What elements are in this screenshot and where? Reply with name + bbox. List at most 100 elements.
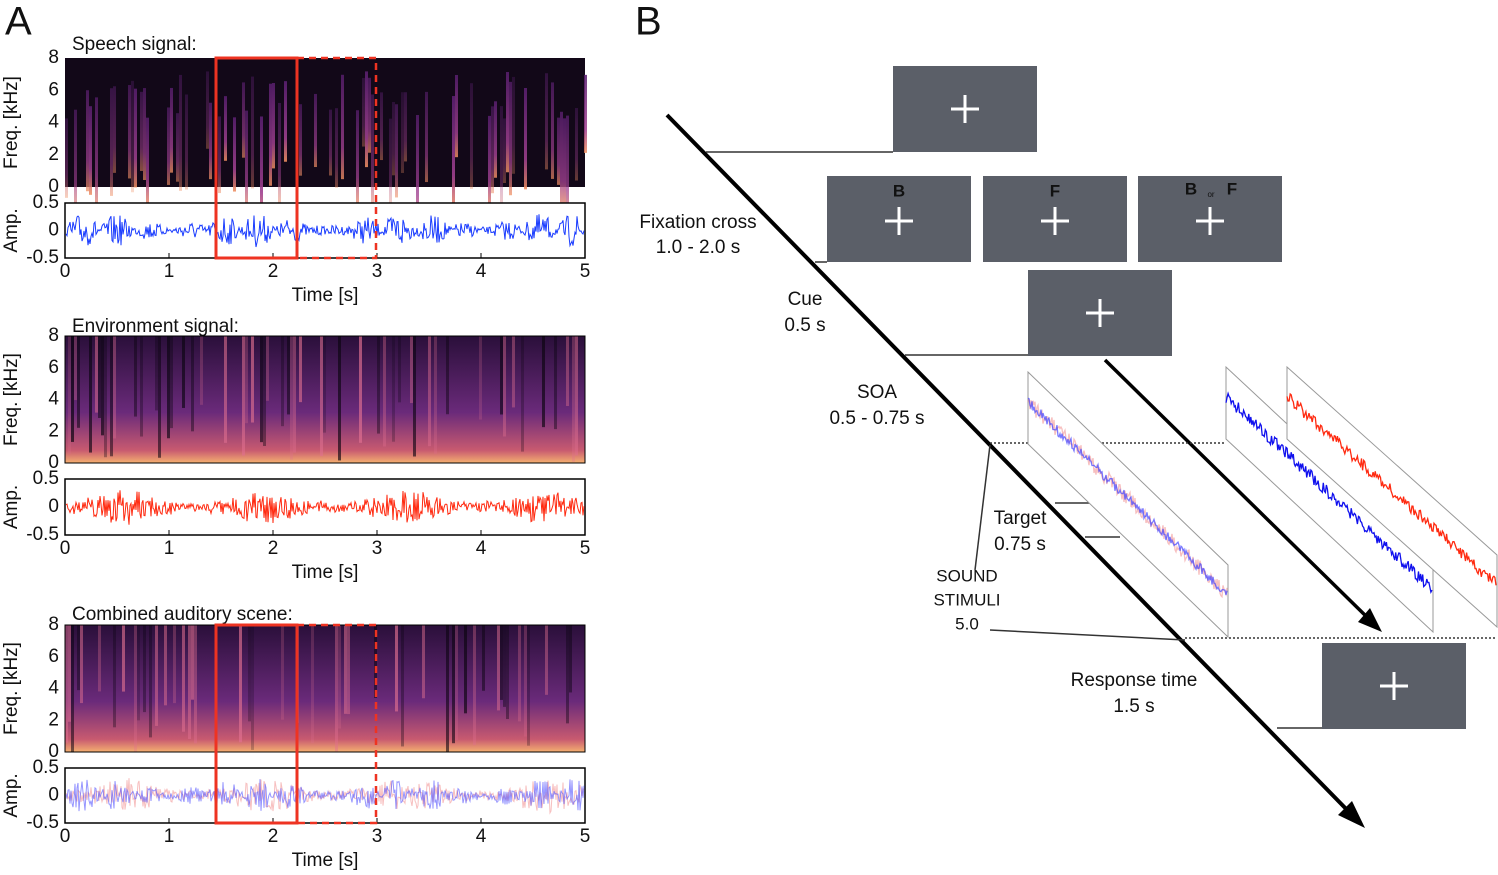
spectrogram-band [146,117,149,206]
spectrogram-band [575,336,578,456]
y-tick-label: 8 [48,325,59,346]
spectrogram-band [503,625,506,707]
y-tick-label: 4 [48,678,59,699]
spectrogram-band [446,336,449,415]
spectrogram-band [269,83,272,186]
waveform [65,490,585,525]
spectrogram-band [287,336,290,415]
spectrogram-band [89,336,92,453]
sound-stimuli: 5.0 [955,614,979,633]
spectrogram-band [185,94,188,190]
spectrogram-band [311,625,314,744]
spectrogram-band [182,336,185,408]
spectrogram-band [410,336,413,404]
spectrogram-band [143,88,146,180]
y-tick-label: 8 [48,47,59,68]
arrow [1103,358,1374,624]
spectrogram-band [260,336,263,443]
spectrogram-band [167,336,170,439]
stage-duration: 0.5 - 0.75 s [829,408,924,429]
spectrogram-band [113,625,116,728]
waveform [65,214,585,248]
connectors [706,151,1322,729]
spectrogram-band [491,106,494,194]
spectrogram-band [137,625,140,721]
x-tick-label: 2 [268,826,279,847]
spectrogram-band [113,86,116,173]
arrow-head [1358,608,1382,632]
y-tick-label: 2 [48,709,59,730]
x-tick-label: 5 [580,826,591,847]
spectrogram-band [143,625,146,713]
cue-letter: F [1227,179,1237,198]
stage-name: Target [994,508,1048,529]
spectrogram-band [110,336,113,457]
y-tick-label: 4 [48,389,59,410]
spectrogram-band [512,76,515,174]
spectrogram-band [323,336,326,433]
y-axis-label: Amp. [1,208,22,252]
x-axis-label: Time [s] [292,850,359,871]
highlight-box [214,56,299,260]
spectrogram-band [266,336,269,401]
cue-letter: or [1207,190,1214,199]
spectrogram-band [77,625,80,691]
spectrogram-band [68,336,71,454]
spectrogram-band [422,625,425,699]
spectrogram-band [173,625,176,704]
screen [1028,270,1172,356]
waveform [65,779,585,812]
stage-duration: 1.0 - 2.0 s [656,237,741,258]
x-tick-label: 4 [476,826,487,847]
spectrogram-band [563,118,566,209]
spectrogram-band [104,336,107,458]
spectrogram-band [566,115,569,221]
x-tick-label: 1 [164,826,175,847]
spectrogram-band [251,76,254,189]
spectrogram-band [158,336,161,458]
y-axis-label: Amp. [1,485,22,529]
spectrogram-band [338,625,341,729]
spectrogram-band [233,117,236,192]
spectrogram-band [557,117,560,185]
timeline [665,113,1357,820]
y-tick-label: 0.5 [33,468,59,489]
spectrogram-band [572,336,575,462]
y-axis-label: Freq. [kHz] [1,353,22,446]
spectrogram-band [71,336,74,442]
spectrogram-band [374,625,377,698]
spectrogram-band [569,625,572,693]
spectrogram-band [218,116,221,194]
spectrogram-frame [64,335,586,464]
spectrogram-band [503,336,506,437]
spectrogram-band [344,625,347,714]
spectrogram-band [188,625,191,740]
spectrogram-band [299,336,302,403]
spectrogram-band [518,625,521,722]
spectrogram-band [425,91,428,183]
spectrogram-band [170,87,173,173]
spectrogram-band [455,74,458,158]
y-tick-label: -0.5 [26,812,59,833]
y-tick-label: -0.5 [26,524,59,545]
screen: B [827,176,971,262]
spectrogram-band [167,107,170,185]
spectrogram-band [77,336,80,428]
spectrogram-band [473,625,476,746]
spectrogram-band [164,625,167,706]
x-tick-label: 0 [60,261,71,282]
spectrogram-band [65,625,68,743]
spectrogram-band [329,109,332,176]
spectrogram-band [392,101,395,176]
cue-letter: B [893,181,905,200]
spectrogram-band [566,625,569,724]
spectrogram-band [95,97,98,210]
spectrogram-band [224,96,227,161]
spectrogram-band [134,336,137,417]
fixation-cross [1196,207,1224,235]
fixation-cross [885,207,913,235]
spectrogram-band [251,336,254,423]
spectrogram-band [524,87,527,190]
spectrogram-band [575,108,578,181]
